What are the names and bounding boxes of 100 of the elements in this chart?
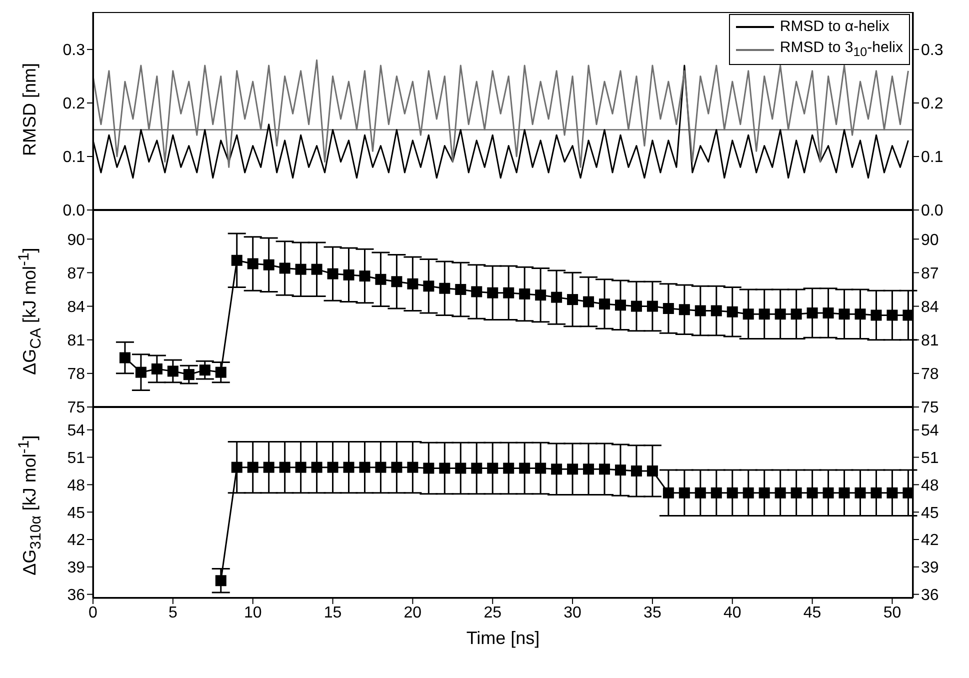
point: [614, 300, 626, 311]
point: [151, 363, 162, 374]
point: [487, 462, 498, 474]
y2-tick-label: 39: [921, 560, 939, 577]
point: [391, 276, 402, 288]
y-tick-label: 39: [67, 560, 86, 577]
point: [806, 307, 818, 318]
y-tick-label: 0.1: [62, 149, 86, 166]
point: [391, 462, 402, 473]
y2-tick-label: 78: [921, 366, 939, 384]
x-tick-label: 50: [883, 604, 902, 622]
y-tick-label: 78: [67, 366, 86, 384]
point: [295, 264, 306, 275]
point: [263, 259, 274, 270]
point: [535, 290, 546, 301]
point: [870, 310, 882, 321]
point: [790, 308, 802, 320]
point: [710, 305, 722, 316]
y-tick-label: 42: [67, 532, 86, 550]
point: [119, 352, 130, 364]
point: [471, 462, 482, 474]
point: [247, 258, 258, 270]
point: [583, 464, 594, 475]
x-tick-label: 15: [324, 604, 342, 622]
point: [471, 286, 482, 298]
point: [790, 487, 802, 498]
point: [599, 464, 610, 475]
point: [199, 364, 210, 376]
point: [902, 487, 913, 498]
point: [758, 308, 770, 320]
point: [614, 464, 626, 476]
y2-tick-label: 87: [921, 265, 939, 282]
y2-tick-label: 54: [921, 422, 939, 440]
point: [870, 487, 882, 498]
point: [678, 304, 690, 316]
point: [519, 462, 530, 474]
point: [886, 310, 898, 321]
point: [758, 487, 770, 498]
y-tick-label: 51: [67, 450, 86, 467]
y2-tick-label: 36: [921, 587, 939, 604]
point: [455, 462, 466, 474]
point: [503, 287, 514, 298]
point: [854, 308, 866, 320]
point: [630, 465, 642, 476]
point: [774, 308, 786, 320]
x-tick-label: 40: [723, 604, 742, 622]
y2-tick-label: 0.3: [921, 42, 944, 60]
y-tick-label: 54: [67, 422, 86, 440]
y2-tick-label: 90: [921, 232, 939, 249]
point: [567, 464, 578, 475]
y-tick-label: 81: [67, 332, 86, 350]
point: [854, 487, 866, 498]
point: [742, 487, 754, 498]
x-tick-label: 45: [803, 604, 822, 622]
y2-tick-label: 42: [921, 532, 939, 550]
y-tick-label: 87: [67, 265, 86, 282]
point: [662, 487, 674, 498]
x-tick-label: 20: [404, 604, 422, 622]
legend-label: RMSD to α-helix: [780, 17, 890, 37]
y-tick-label: 90: [67, 232, 86, 249]
point: [279, 262, 290, 274]
y2-tick-label: 0.0: [921, 202, 944, 220]
x-tick-label: 5: [168, 604, 178, 622]
point: [375, 462, 386, 473]
point: [279, 462, 290, 473]
point: [694, 305, 706, 316]
y2-tick-label: 0.2: [921, 96, 944, 113]
y-tick-label: 36: [67, 587, 86, 604]
y2-tick-label: 75: [921, 400, 939, 417]
point: [343, 462, 354, 473]
y-tick-label: 48: [67, 477, 86, 494]
x-axis-title: Time [ns]: [466, 628, 540, 648]
point: [822, 487, 834, 498]
point: [215, 575, 226, 586]
x-tick-label: 35: [644, 604, 662, 622]
point: [806, 487, 818, 498]
point: [662, 303, 674, 314]
point: [902, 310, 913, 321]
x-tick-label: 10: [244, 604, 262, 622]
y-tick-label: 45: [67, 504, 86, 522]
point: [311, 462, 322, 473]
point: [407, 462, 418, 473]
point: [567, 294, 578, 306]
point: [774, 487, 786, 498]
point: [886, 487, 898, 498]
point: [487, 287, 498, 298]
point: [742, 308, 754, 320]
point: [519, 288, 530, 300]
point: [678, 487, 690, 498]
y-tick-label: 84: [67, 298, 86, 316]
point: [646, 300, 658, 312]
point: [838, 308, 850, 320]
point: [822, 307, 834, 318]
point: [710, 487, 722, 498]
y2-tick-label: 81: [921, 332, 939, 350]
x-tick-label: 0: [88, 604, 98, 622]
point: [327, 268, 338, 280]
point: [838, 487, 850, 498]
point: [407, 278, 418, 290]
point: [263, 462, 274, 473]
